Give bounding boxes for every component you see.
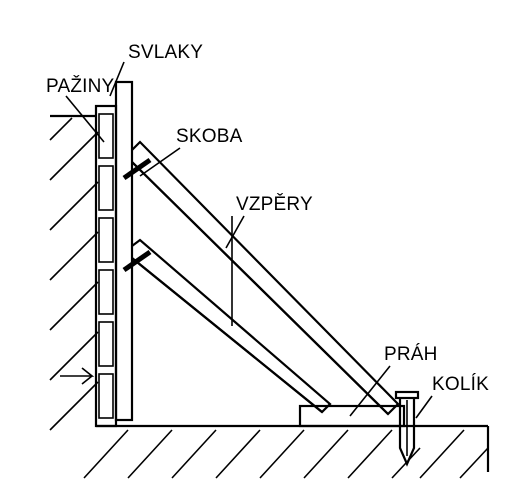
sheeting-boards [94, 104, 118, 428]
label-kolik: KOLÍK [432, 374, 489, 395]
label-skoba: SKOBA [176, 126, 243, 147]
label-prah: PRÁH [384, 344, 438, 365]
label-svlaky: SVLAKY [128, 42, 203, 63]
label-vzpery: VZPĚRY [236, 193, 313, 215]
earth-wall-hatching [49, 117, 99, 431]
waler-post [114, 80, 134, 422]
cramps [122, 157, 152, 273]
ground-hatching [83, 429, 489, 479]
sill-plate [298, 404, 406, 428]
label-paziny: PAŽINY [46, 75, 115, 97]
struts [131, 140, 400, 416]
leader-lines [60, 61, 433, 419]
peg [394, 390, 420, 467]
